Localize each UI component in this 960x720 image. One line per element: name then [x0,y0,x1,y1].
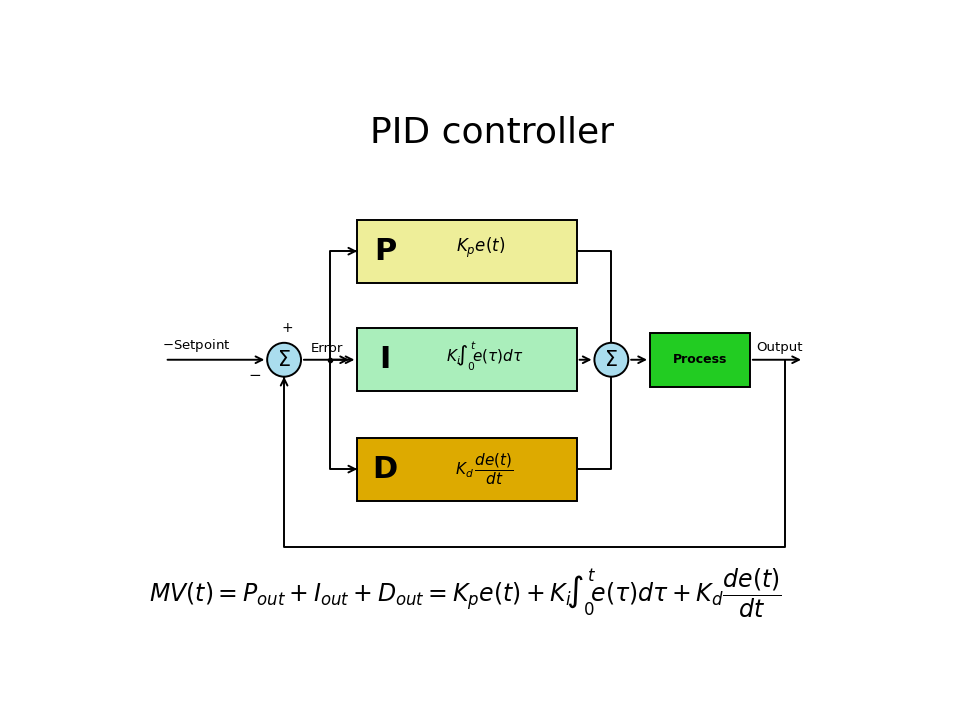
Text: I: I [379,346,391,374]
Circle shape [267,343,301,377]
Bar [357,328,577,391]
Bar [650,333,750,387]
Bar [357,438,577,500]
Text: Error: Error [311,342,344,355]
Circle shape [594,343,628,377]
Text: Process: Process [673,354,727,366]
Text: $K_d\,\dfrac{de(t)}{dt}$: $K_d\,\dfrac{de(t)}{dt}$ [455,451,514,487]
Text: +: + [281,321,293,335]
Text: $K_i\!\int_0^t\! e(\tau)d\tau$: $K_i\!\int_0^t\! e(\tau)d\tau$ [445,340,523,374]
Text: $-$Setpoint: $-$Setpoint [162,336,230,354]
Text: D: D [372,454,397,484]
Text: $\Sigma$: $\Sigma$ [277,350,291,370]
Text: $MV(t)=P_{out}+I_{out}+D_{out}=K_p e(t)+K_i\!\int_0^t\! e(\tau)d\tau+K_d\dfrac{d: $MV(t)=P_{out}+I_{out}+D_{out}=K_p e(t)+… [150,567,782,620]
Text: Output: Output [756,341,803,354]
Text: $\Sigma$: $\Sigma$ [605,350,618,370]
Text: P: P [373,237,396,266]
Text: $K_p e(t)$: $K_p e(t)$ [456,236,505,260]
Text: $-$: $-$ [249,366,261,381]
Bar [357,220,577,283]
Text: PID controller: PID controller [370,116,614,150]
